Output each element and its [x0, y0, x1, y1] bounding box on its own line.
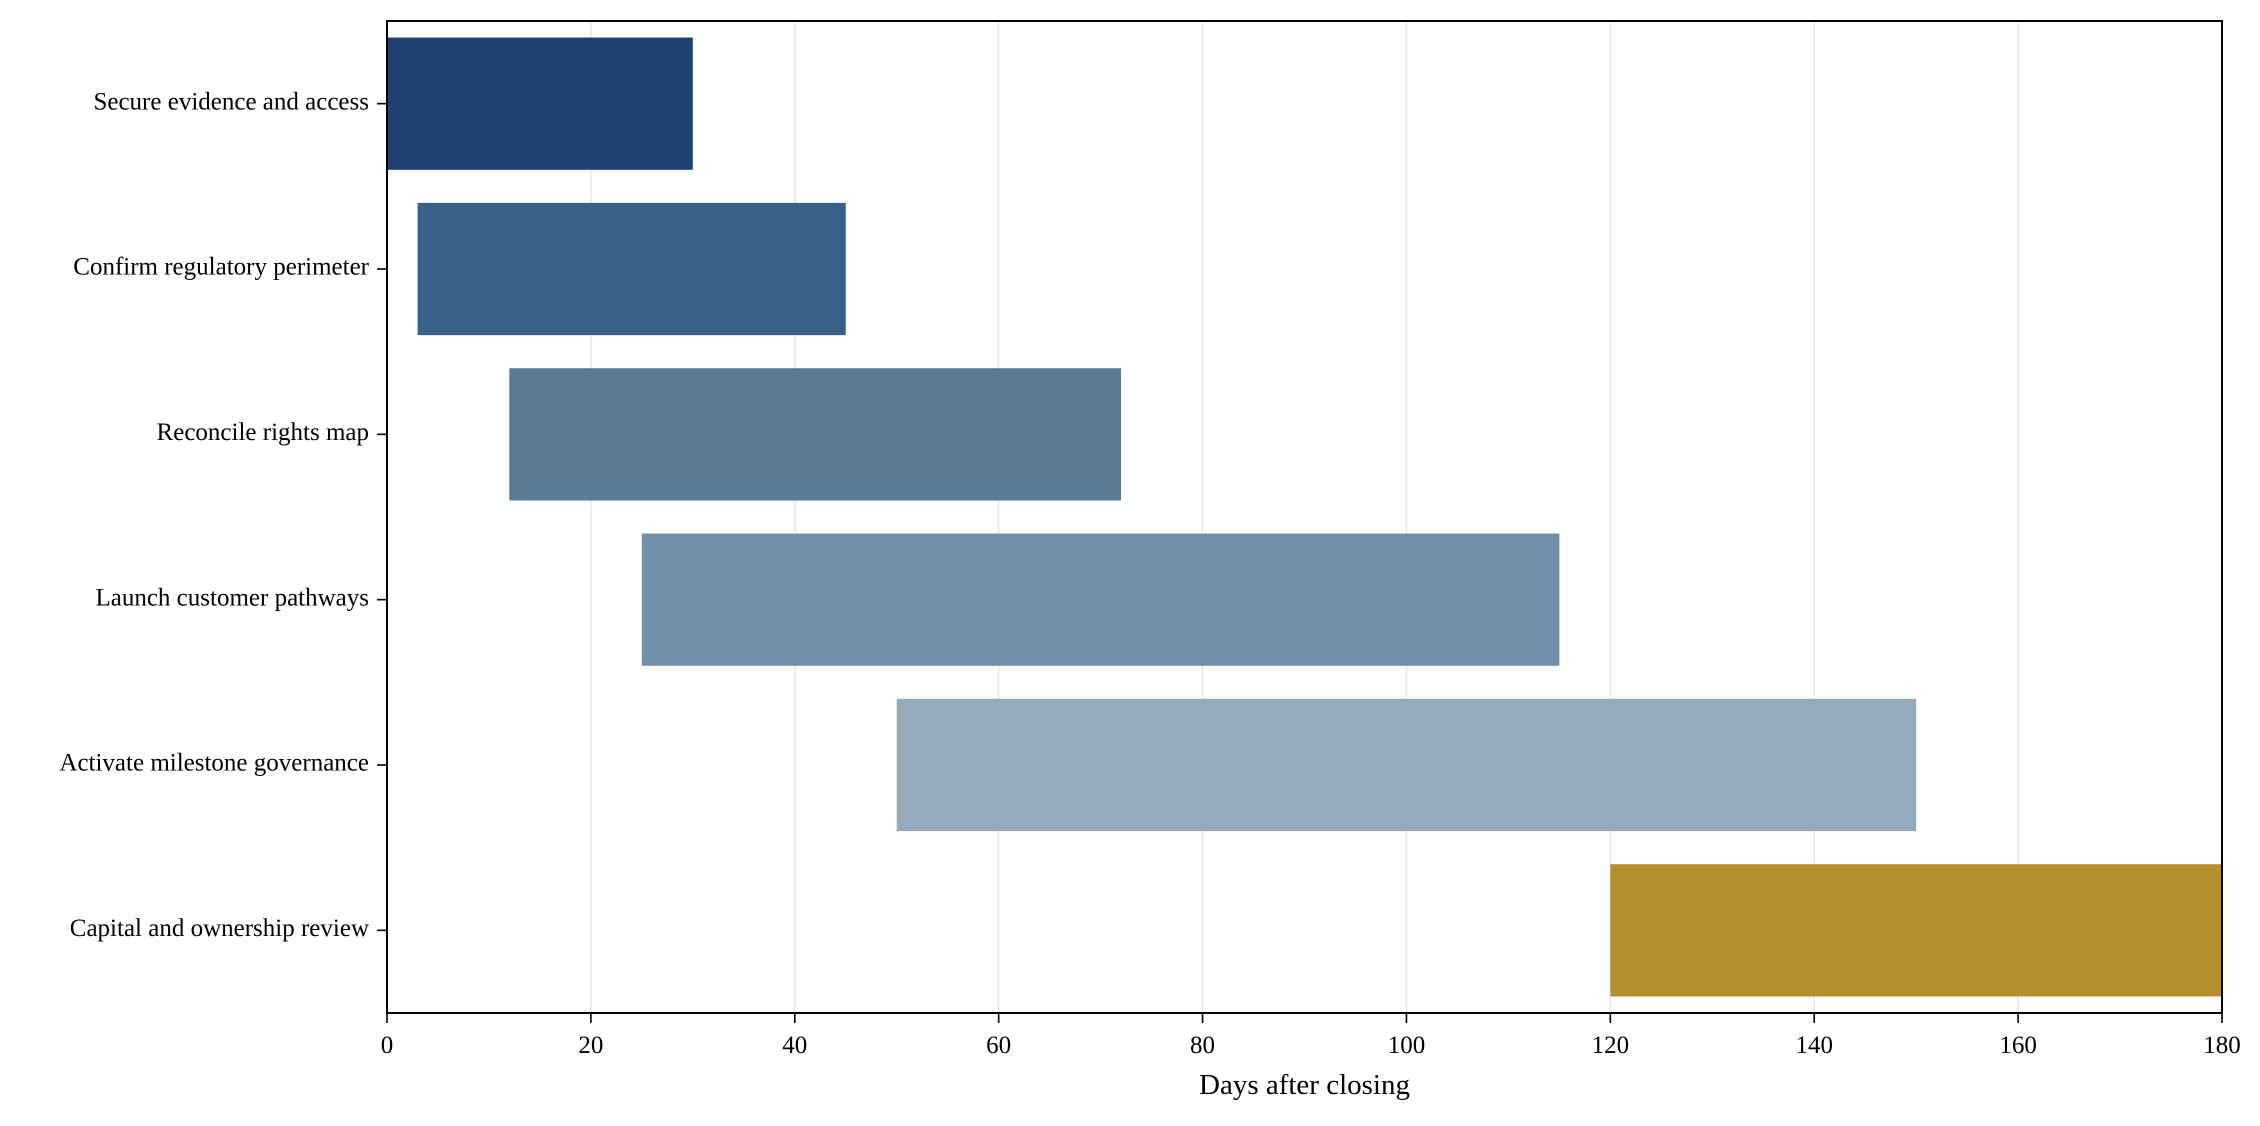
- x-tick-label: 140: [1795, 1032, 1833, 1059]
- bars-layer: [387, 37, 2222, 997]
- task-bar: [387, 37, 693, 170]
- x-tick-label: 120: [1592, 1032, 1630, 1059]
- y-tick-label: Launch customer pathways: [95, 584, 369, 611]
- task-bar: [417, 202, 846, 336]
- y-tick-label: Capital and ownership review: [70, 915, 369, 942]
- x-tick-label: 40: [782, 1032, 807, 1059]
- x-axis: 0 20 40 60 80 100 120 140 160 180: [381, 1013, 2241, 1059]
- y-tick-label: Reconcile rights map: [157, 419, 369, 446]
- task-bar: [896, 698, 1917, 832]
- x-tick-label: 80: [1190, 1032, 1215, 1059]
- x-tick-label: 100: [1388, 1032, 1426, 1059]
- x-tick-label: 60: [986, 1032, 1011, 1059]
- x-tick-label: 160: [1999, 1032, 2037, 1059]
- y-tick-label: Secure evidence and access: [93, 88, 369, 115]
- grid-layer: [386, 21, 2223, 1013]
- y-tick-label: Confirm regulatory perimeter: [73, 254, 369, 281]
- task-bar: [1610, 864, 2222, 997]
- x-axis-label: Days after closing: [1199, 1069, 1410, 1101]
- y-tick-label: Activate milestone governance: [59, 750, 369, 777]
- x-tick-label: 20: [578, 1032, 603, 1059]
- plot-frame: [386, 20, 2223, 1014]
- task-bar: [641, 533, 1560, 666]
- x-tick-label: 0: [381, 1032, 394, 1059]
- y-axis: Secure evidence and access Confirm regula…: [59, 88, 387, 942]
- task-bar: [509, 368, 1121, 501]
- x-tick-label: 180: [2203, 1032, 2241, 1059]
